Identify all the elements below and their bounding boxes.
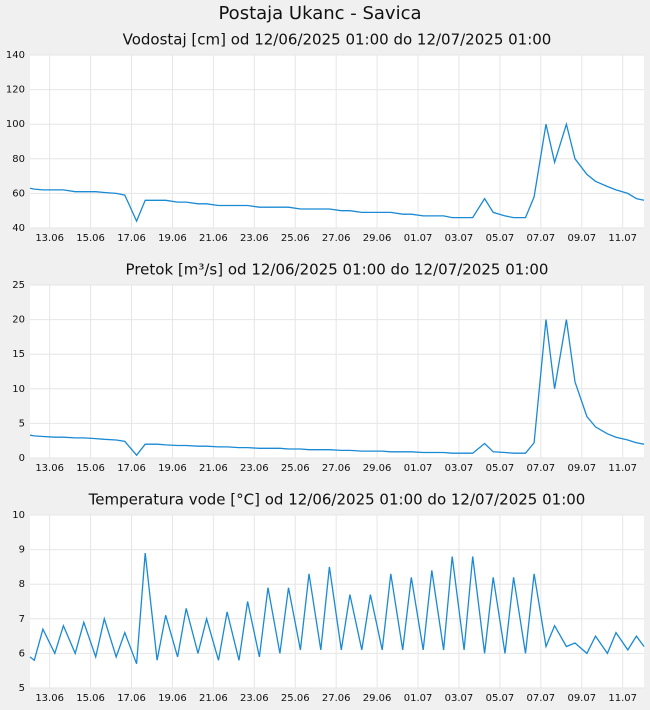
- plot-area: [30, 515, 644, 688]
- x-tick-label: 11.07: [608, 233, 637, 244]
- y-tick-label: 60: [12, 188, 25, 199]
- y-tick-label: 8: [19, 579, 25, 590]
- data-line: [29, 319, 645, 457]
- chart-title: Vodostaj [cm] od 12/06/2025 01:00 do 12/…: [123, 31, 552, 49]
- x-tick-label: 19.06: [158, 233, 187, 244]
- x-tick-label: 03.07: [445, 693, 474, 704]
- x-tick-label: 19.06: [158, 463, 187, 474]
- data-line: [29, 121, 645, 223]
- x-tick-label: 07.07: [527, 693, 556, 704]
- x-tick-label: 09.07: [567, 233, 596, 244]
- y-tick-label: 120: [6, 85, 25, 96]
- x-tick-label: 13.06: [35, 693, 64, 704]
- x-tick-label: 15.06: [76, 233, 105, 244]
- x-tick-label: 25.06: [281, 463, 310, 474]
- y-tick-label: 5: [19, 683, 25, 694]
- y-tick-label: 0: [19, 453, 25, 464]
- y-tick-label: 80: [12, 154, 25, 165]
- x-tick-label: 01.07: [404, 233, 433, 244]
- x-tick-label: 17.06: [117, 463, 146, 474]
- x-tick-label: 29.06: [363, 463, 392, 474]
- y-tick-label: 140: [6, 50, 25, 61]
- plot-area: [30, 285, 644, 458]
- x-tick-label: 13.06: [35, 463, 64, 474]
- plot-area: [30, 55, 644, 228]
- page-title: Postaja Ukanc - Savica: [218, 3, 421, 24]
- y-tick-label: 5: [19, 418, 25, 429]
- x-tick-label: 23.06: [240, 233, 269, 244]
- y-tick-label: 7: [19, 614, 25, 625]
- x-tick-label: 01.07: [404, 693, 433, 704]
- y-tick-label: 9: [19, 545, 25, 556]
- x-tick-label: 11.07: [608, 463, 637, 474]
- x-tick-label: 05.07: [486, 233, 515, 244]
- x-tick-label: 21.06: [199, 463, 228, 474]
- x-tick-label: 09.07: [567, 463, 596, 474]
- x-tick-label: 21.06: [199, 233, 228, 244]
- x-tick-label: 29.06: [363, 693, 392, 704]
- x-tick-label: 11.07: [608, 693, 637, 704]
- x-tick-label: 01.07: [404, 463, 433, 474]
- x-tick-label: 03.07: [445, 233, 474, 244]
- y-tick-label: 10: [12, 510, 25, 521]
- x-tick-label: 25.06: [281, 233, 310, 244]
- y-tick-label: 10: [12, 384, 25, 395]
- x-tick-label: 17.06: [117, 693, 146, 704]
- x-tick-label: 19.06: [158, 693, 187, 704]
- x-tick-label: 25.06: [281, 693, 310, 704]
- x-tick-label: 03.07: [445, 463, 474, 474]
- x-tick-label: 05.07: [486, 463, 515, 474]
- y-tick-label: 40: [12, 223, 25, 234]
- x-tick-label: 07.07: [527, 463, 556, 474]
- x-tick-label: 27.06: [322, 693, 351, 704]
- x-tick-label: 15.06: [76, 463, 105, 474]
- y-tick-label: 100: [6, 119, 25, 130]
- x-tick-label: 23.06: [240, 693, 269, 704]
- chart-title: Temperatura vode [°C] od 12/06/2025 01:0…: [88, 491, 586, 509]
- x-tick-label: 13.06: [35, 233, 64, 244]
- x-tick-label: 09.07: [567, 693, 596, 704]
- x-tick-label: 21.06: [199, 693, 228, 704]
- y-tick-label: 6: [19, 648, 25, 659]
- x-tick-label: 17.06: [117, 233, 146, 244]
- x-tick-label: 29.06: [363, 233, 392, 244]
- x-tick-label: 05.07: [486, 693, 515, 704]
- y-tick-label: 20: [12, 315, 25, 326]
- chart-title: Pretok [m³/s] od 12/06/2025 01:00 do 12/…: [126, 261, 549, 279]
- x-tick-label: 15.06: [76, 693, 105, 704]
- x-tick-label: 27.06: [322, 463, 351, 474]
- x-tick-label: 07.07: [527, 233, 556, 244]
- x-tick-label: 23.06: [240, 463, 269, 474]
- y-tick-label: 25: [12, 280, 25, 291]
- data-line: [29, 553, 645, 665]
- x-tick-label: 27.06: [322, 233, 351, 244]
- y-tick-label: 15: [12, 349, 25, 360]
